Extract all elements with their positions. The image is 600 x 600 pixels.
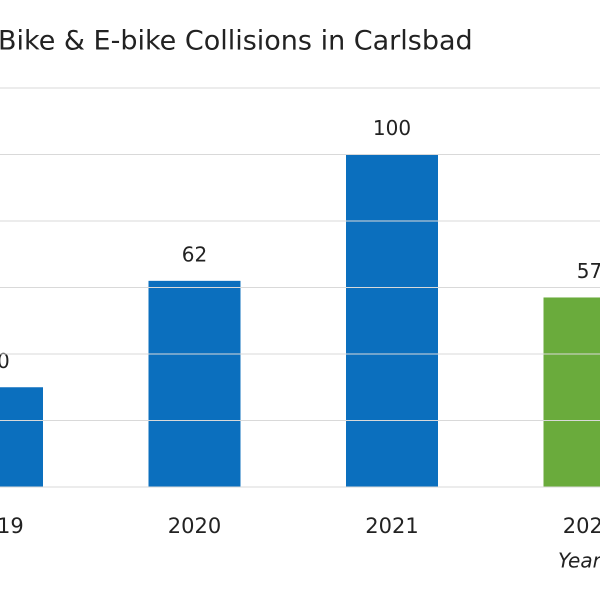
- bar: [0, 387, 43, 487]
- x-tick-label: 2021: [365, 514, 418, 538]
- bar: [148, 280, 241, 487]
- chart-title: Bike & E-bike Collisions in Carlsbad: [0, 26, 473, 57]
- x-tick-label: 2022: [563, 514, 600, 538]
- value-label: 100: [373, 116, 411, 140]
- value-label: 30: [0, 349, 10, 373]
- x-tick-label: 2019: [0, 514, 24, 538]
- bar: [543, 297, 600, 487]
- value-label: 57: [577, 259, 600, 283]
- x-tick-label: 2020: [168, 514, 221, 538]
- value-label: 62: [182, 242, 207, 266]
- bar: [346, 154, 438, 487]
- x-axis-label: Year: [558, 549, 600, 573]
